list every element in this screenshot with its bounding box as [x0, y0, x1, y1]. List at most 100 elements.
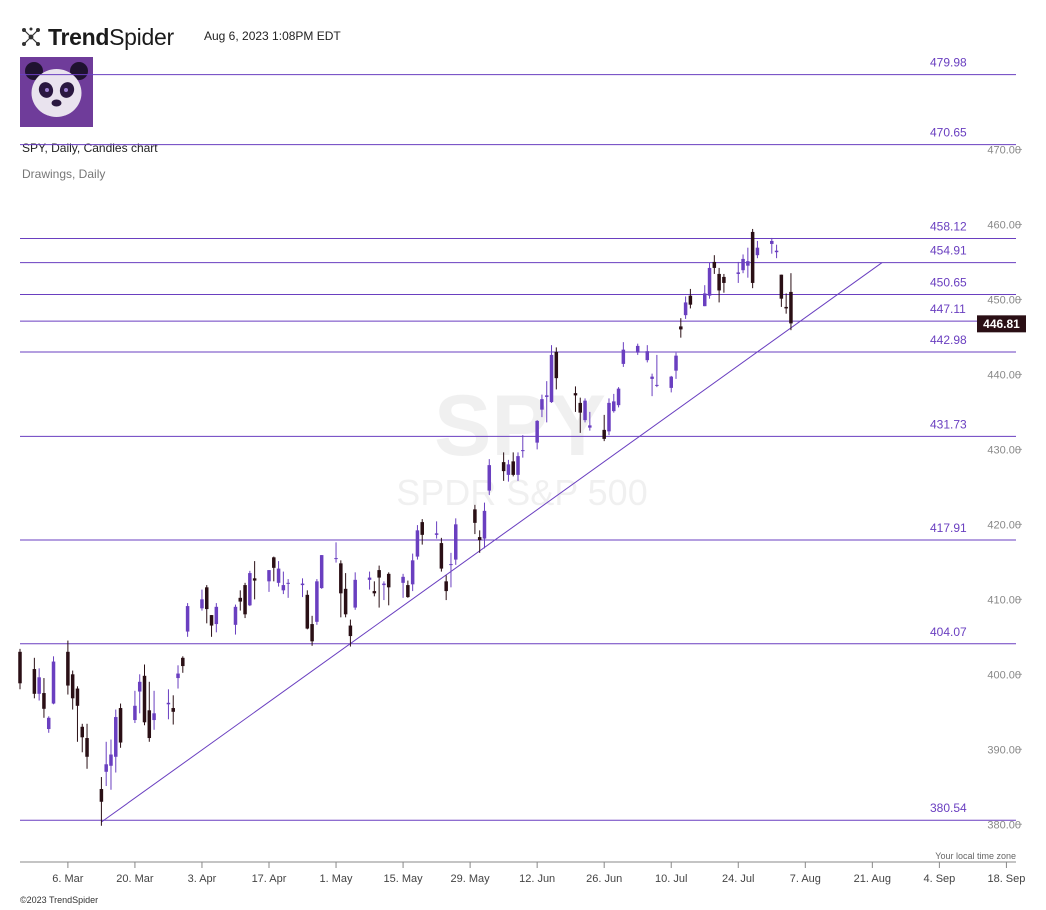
- candle-body: [118, 708, 123, 743]
- level-label: 447.11: [930, 302, 966, 316]
- candle-body: [209, 615, 214, 626]
- candle: [741, 254, 745, 274]
- candle: [133, 690, 137, 724]
- candle: [114, 709, 118, 773]
- candle: [410, 553, 415, 592]
- candle: [779, 274, 784, 307]
- candle-body: [602, 429, 606, 439]
- candle: [473, 504, 477, 535]
- trendspider-logo-icon: [22, 27, 40, 46]
- y-tick-label: 450.00: [987, 294, 1021, 306]
- candle: [544, 381, 549, 423]
- candle-body: [315, 581, 319, 622]
- y-tick-label: 440.00: [987, 369, 1021, 381]
- candle-body: [367, 577, 372, 580]
- symbol-watermark: SPY SPDR S&P 500: [396, 378, 647, 513]
- candle: [578, 397, 582, 433]
- watermark-name: SPDR S&P 500: [396, 472, 647, 513]
- candle: [286, 579, 290, 598]
- candle-body: [420, 522, 424, 535]
- level-label: 458.12: [930, 220, 967, 234]
- snapshot-timestamp: Aug 6, 2023 1:08PM EDT: [204, 29, 341, 43]
- candle: [588, 411, 592, 431]
- candle-body: [248, 573, 252, 606]
- candle: [267, 570, 271, 592]
- candle-body: [147, 710, 152, 739]
- candle: [635, 343, 640, 355]
- candle-body: [549, 354, 554, 403]
- candle: [32, 657, 37, 699]
- candle: [755, 240, 760, 259]
- candle: [75, 686, 80, 742]
- y-tick-label: 470.00: [987, 144, 1021, 156]
- candle-body: [382, 583, 386, 586]
- candle-body: [482, 510, 487, 539]
- candle: [319, 555, 324, 589]
- trendline[interactable]: [101, 262, 883, 823]
- candle: [516, 452, 520, 481]
- candle: [784, 293, 788, 314]
- candle: [683, 296, 688, 319]
- trendline-group[interactable]: [101, 262, 883, 823]
- candle-body: [42, 693, 46, 709]
- candle-body: [784, 306, 788, 309]
- candle-body: [746, 261, 750, 266]
- y-tick-label: 420.00: [987, 519, 1021, 531]
- candle: [209, 615, 214, 637]
- candle: [616, 387, 621, 408]
- candle-body: [770, 240, 774, 244]
- candle: [305, 590, 310, 630]
- candle: [521, 435, 525, 458]
- candle: [233, 604, 238, 635]
- candle: [540, 394, 544, 418]
- candle-body: [18, 651, 22, 684]
- candle: [66, 640, 70, 695]
- horizontal-levels[interactable]: 479.98 470.65 458.12 454.91 450.65 447.11 442.…: [20, 56, 1016, 821]
- time-axis: 6. Mar 20. Mar 3. Apr 17. Apr 1. May 15. May 2…: [52, 862, 1025, 885]
- candle-body: [233, 606, 238, 625]
- x-tick-label: 6. Mar: [52, 873, 84, 885]
- candle: [185, 603, 190, 637]
- candle: [607, 398, 611, 436]
- candle-body: [406, 585, 410, 598]
- candle: [339, 560, 343, 618]
- candle-body: [612, 401, 616, 412]
- candle-body: [588, 425, 592, 428]
- candle-body: [410, 560, 415, 585]
- candle-body: [750, 231, 755, 283]
- candle: [99, 777, 104, 826]
- candle: [70, 670, 75, 710]
- candle: [166, 689, 171, 720]
- x-tick-label: 24. Jul: [722, 873, 754, 885]
- candle: [51, 656, 56, 705]
- candle-body: [343, 588, 348, 615]
- candle: [482, 502, 487, 549]
- candle-body: [137, 681, 142, 692]
- candle-body: [516, 456, 520, 475]
- x-tick-label: 26. Jun: [586, 873, 622, 885]
- candle-body: [339, 563, 343, 594]
- candle: [669, 375, 673, 393]
- x-tick-label: 4. Sep: [923, 873, 955, 885]
- candle-body: [185, 606, 190, 632]
- candle: [243, 582, 247, 619]
- candle-body: [75, 688, 80, 706]
- candle: [104, 741, 108, 787]
- candle-body: [51, 661, 56, 704]
- candle: [386, 572, 391, 606]
- x-tick-label: 21. Aug: [854, 873, 891, 885]
- brand-header: TrendSpider: [20, 20, 174, 54]
- candle: [42, 678, 46, 718]
- candle: [645, 345, 650, 363]
- candle-body: [554, 351, 559, 379]
- candle: [501, 452, 506, 481]
- candle: [449, 552, 453, 588]
- candle-body: [85, 738, 89, 757]
- level-label: 442.98: [930, 333, 967, 347]
- candle-body: [774, 250, 779, 253]
- candle-body: [655, 384, 659, 386]
- level-label: 431.73: [930, 417, 967, 431]
- level-label: 450.65: [930, 276, 967, 290]
- candle-body: [238, 597, 243, 602]
